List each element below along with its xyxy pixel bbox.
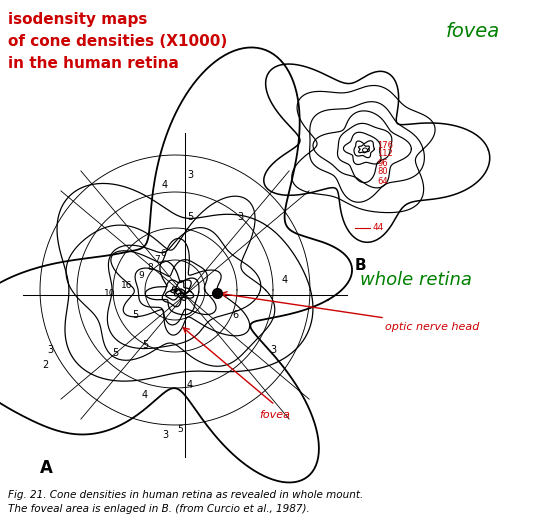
Text: 5: 5 xyxy=(142,340,148,350)
Text: 112: 112 xyxy=(377,149,392,158)
Text: in the human retina: in the human retina xyxy=(8,56,179,71)
Text: 3: 3 xyxy=(187,170,193,180)
Text: 5: 5 xyxy=(187,212,193,222)
Text: 176: 176 xyxy=(377,140,393,149)
Text: 4: 4 xyxy=(142,390,148,400)
Text: B: B xyxy=(354,258,366,273)
Text: 6: 6 xyxy=(160,249,166,258)
Text: 5: 5 xyxy=(132,310,138,320)
Text: 4: 4 xyxy=(162,180,168,190)
Text: 10: 10 xyxy=(104,288,116,297)
Text: fovea: fovea xyxy=(446,22,500,41)
Text: Fig. 21. Cone densities in human retina as revealed in whole mount.: Fig. 21. Cone densities in human retina … xyxy=(8,490,363,500)
Text: isodensity maps: isodensity maps xyxy=(8,12,147,27)
Text: 3: 3 xyxy=(47,345,53,355)
Text: 3: 3 xyxy=(237,212,243,222)
Text: fovea: fovea xyxy=(260,410,290,420)
Text: 8: 8 xyxy=(147,262,153,271)
Text: optic nerve head: optic nerve head xyxy=(385,322,480,332)
Text: 2: 2 xyxy=(42,360,48,370)
Text: 6: 6 xyxy=(232,310,238,320)
Text: 80: 80 xyxy=(377,167,388,176)
Text: 96: 96 xyxy=(377,158,388,167)
Text: whole retina: whole retina xyxy=(360,271,472,289)
Text: The foveal area is enlaged in B. (from Curcio et al., 1987).: The foveal area is enlaged in B. (from C… xyxy=(8,504,310,514)
Text: 3: 3 xyxy=(270,345,276,355)
Text: 64: 64 xyxy=(377,176,388,186)
Text: 4: 4 xyxy=(282,275,288,285)
Text: 44: 44 xyxy=(373,224,384,233)
Text: 4: 4 xyxy=(187,380,193,390)
Text: 7: 7 xyxy=(154,255,160,264)
Text: 5: 5 xyxy=(112,348,118,358)
Text: 5: 5 xyxy=(177,426,183,435)
Text: 16: 16 xyxy=(121,280,133,289)
Text: 3: 3 xyxy=(162,430,168,440)
Text: A: A xyxy=(40,459,53,477)
Text: of cone densities (X1000): of cone densities (X1000) xyxy=(8,34,227,49)
Text: 9: 9 xyxy=(138,270,144,279)
